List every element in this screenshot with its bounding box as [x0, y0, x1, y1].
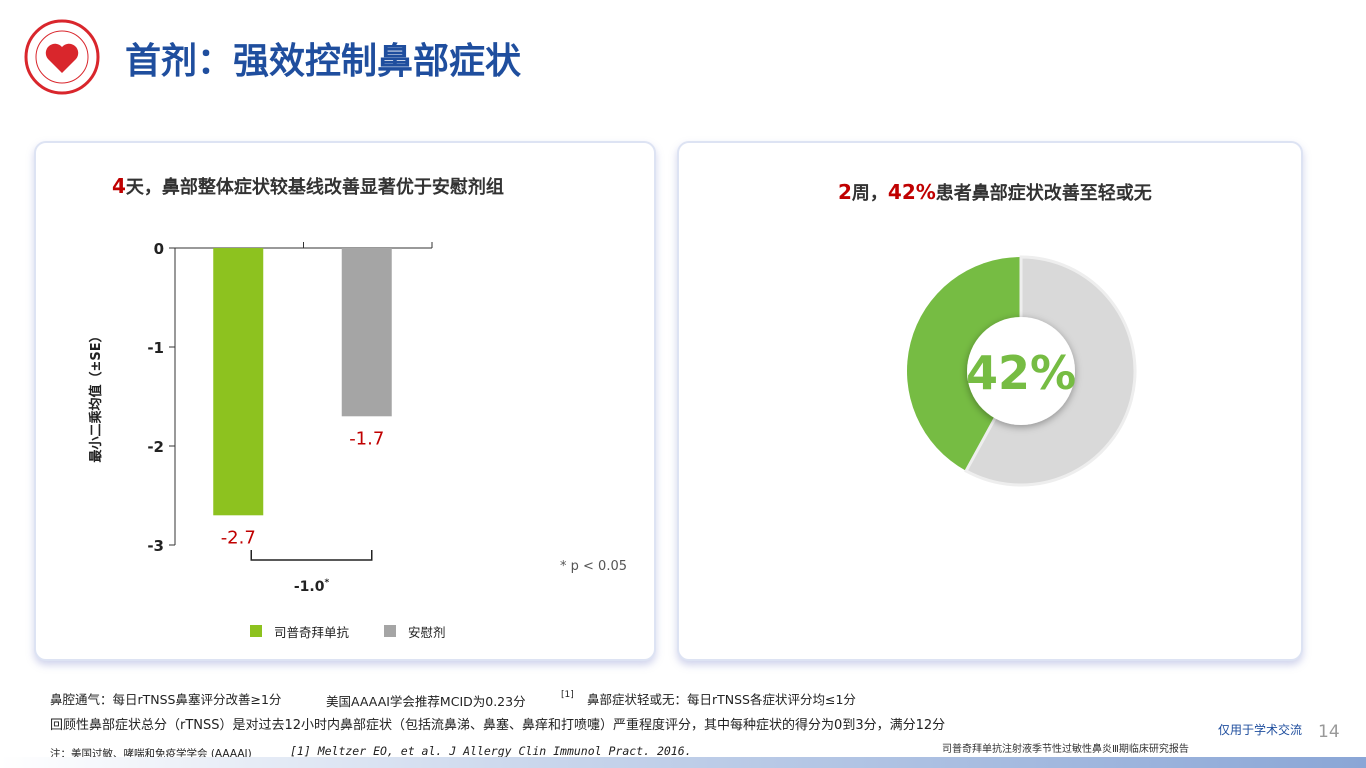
value-label: -1.7	[349, 428, 384, 449]
footer-bar	[0, 757, 1366, 768]
y-tick-label: -2	[147, 438, 164, 456]
difference-label: -1.0*	[294, 578, 330, 595]
logo	[24, 19, 100, 95]
disclaimer: 仅用于学术交流	[1218, 723, 1303, 737]
title-text: 天，鼻部整体症状较基线改善显著优于安慰剂组	[125, 177, 504, 198]
donut-slice	[906, 257, 1021, 471]
y-tick-label: -1	[147, 339, 164, 357]
note-ref: [1]	[561, 690, 574, 700]
chart-title: 2周，42%患者鼻部症状改善至轻或无	[838, 179, 1152, 205]
legend-swatch	[384, 625, 396, 637]
note: 鼻腔通气：每日rTNSS鼻塞评分改善≥1分	[50, 692, 282, 707]
bar	[341, 248, 392, 417]
title-text: 患者鼻部症状改善至轻或无	[935, 183, 1152, 204]
legend-label: 安慰剂	[408, 625, 446, 640]
note: 鼻部症状轻或无：每日rTNSS各症状评分均≤1分	[587, 692, 856, 707]
bar	[213, 248, 264, 516]
y-tick-label: 0	[154, 240, 164, 258]
title-number: 2	[838, 180, 852, 204]
bracket	[250, 550, 373, 561]
significance-note: * p < 0.05	[560, 559, 627, 574]
page-number: 14	[1318, 722, 1340, 742]
y-axis-label: 最小二乘均值（±SE）	[88, 329, 104, 462]
donut-hole	[967, 317, 1075, 425]
title-text: 周，	[851, 183, 888, 204]
value-label: -2.7	[221, 527, 256, 548]
note: 美国AAAAI学会推荐MCID为0.23分	[326, 694, 526, 709]
title-number: 42%	[887, 180, 936, 204]
report-title: 司普奇拜单抗注射液季节性过敏性鼻炎Ⅲ期临床研究报告	[942, 744, 1189, 755]
difference-sup: *	[324, 578, 329, 588]
y-tick-label: -3	[147, 537, 164, 555]
chart-title: 4天，鼻部整体症状较基线改善显著优于安慰剂组	[112, 173, 504, 199]
reference: [1] Meltzer EO, et al. J Allergy Clin Im…	[290, 744, 692, 758]
difference-value: -1.0	[294, 579, 325, 595]
slide-title: 首剂：强效控制鼻部症状	[125, 41, 522, 82]
legend-label: 司普奇拜单抗	[274, 625, 350, 640]
note: 回顾性鼻部症状总分（rTNSS）是对过去12小时内鼻部症状（包括流鼻涕、鼻塞、鼻…	[50, 718, 946, 733]
title-number: 4	[112, 174, 126, 198]
center-label: 42%	[966, 346, 1076, 400]
legend-swatch	[250, 625, 262, 637]
